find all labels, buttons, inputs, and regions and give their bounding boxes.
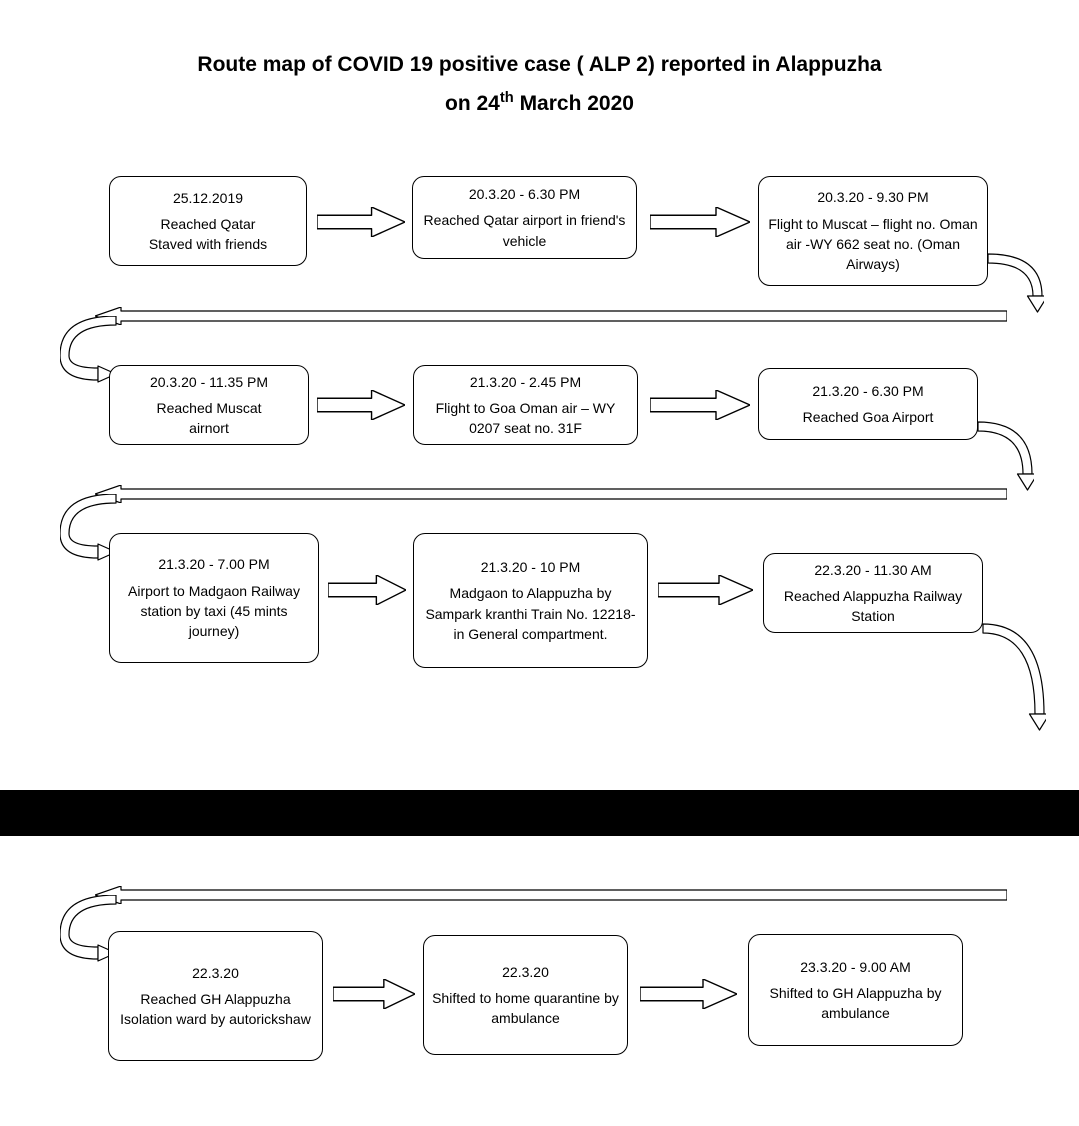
- flow-node: 22.3.20 Shifted to home quarantine by amb…: [423, 935, 628, 1055]
- node-time: 23.3.20 - 9.00 AM: [757, 957, 954, 977]
- flow-node: 21.3.20 - 6.30 PM Reached Goa Airport: [758, 368, 978, 440]
- flow-node: 22.3.20 - 11.30 AM Reached Alappuzha Rail…: [763, 553, 983, 633]
- node-body: Airport to Madgaon Railway station by ta…: [118, 581, 310, 642]
- node-time: 25.12.2019: [118, 188, 298, 208]
- arrow-right: [317, 390, 405, 425]
- node-time: 22.3.20: [117, 963, 314, 983]
- page-title-line1: Route map of COVID 19 positive case ( AL…: [0, 0, 1079, 82]
- curve-arrow-down: [981, 622, 1046, 737]
- node-time: 21.3.20 - 2.45 PM: [422, 372, 629, 392]
- node-body: Reached QatarStaved with friends: [118, 214, 298, 255]
- node-body: Reached Goa Airport: [767, 407, 969, 427]
- flow-node: 25.12.2019 Reached QatarStaved with frien…: [109, 176, 307, 266]
- long-arrow-left: [95, 307, 1007, 330]
- curve-arrow-down: [986, 252, 1044, 319]
- node-time: 20.3.20 - 6.30 PM: [421, 184, 628, 204]
- node-body: Flight to Muscat – flight no. Oman air -…: [767, 214, 979, 275]
- flow-node: 20.3.20 - 11.35 PM Reached Muscatairnort: [109, 365, 309, 445]
- bottom-page-section: 22.3.20 Reached GH Alappuzha Isolation wa…: [0, 836, 1079, 1126]
- arrow-right: [328, 575, 406, 610]
- flow-node: 23.3.20 - 9.00 AM Shifted to GH Alappuzha…: [748, 934, 963, 1046]
- node-body: Reached GH Alappuzha Isolation ward by a…: [117, 989, 314, 1030]
- arrow-right: [658, 575, 753, 610]
- node-body: Shifted to GH Alappuzha by ambulance: [757, 983, 954, 1024]
- node-body: Madgaon to Alappuzha by Sampark kranthi …: [422, 583, 639, 644]
- arrow-right: [640, 979, 737, 1014]
- node-body: Reached Alappuzha Railway Station: [772, 586, 974, 627]
- top-page-section: Route map of COVID 19 positive case ( AL…: [0, 0, 1079, 790]
- flow-node: 21.3.20 - 10 PM Madgaon to Alappuzha by S…: [413, 533, 648, 668]
- page-title-line2: on 24th March 2020: [0, 82, 1079, 116]
- arrow-right: [650, 390, 750, 425]
- node-time: 22.3.20: [432, 962, 619, 982]
- node-time: 21.3.20 - 6.30 PM: [767, 381, 969, 401]
- node-body: Reached Qatar airport in friend's vehicl…: [421, 210, 628, 251]
- node-time: 21.3.20 - 10 PM: [422, 557, 639, 577]
- arrow-right: [333, 979, 415, 1014]
- flow-node: 20.3.20 - 6.30 PM Reached Qatar airport i…: [412, 176, 637, 259]
- flow-node: 21.3.20 - 2.45 PM Flight to Goa Oman air …: [413, 365, 638, 445]
- node-body: Reached Muscatairnort: [118, 398, 300, 439]
- flow-node: 21.3.20 - 7.00 PM Airport to Madgaon Rail…: [109, 533, 319, 663]
- node-body: Shifted to home quarantine by ambulance: [432, 988, 619, 1029]
- node-time: 20.3.20 - 9.30 PM: [767, 187, 979, 207]
- arrow-right: [317, 207, 405, 242]
- arrow-right: [650, 207, 750, 242]
- node-body: Flight to Goa Oman air – WY 0207 seat no…: [422, 398, 629, 439]
- flow-node: 22.3.20 Reached GH Alappuzha Isolation wa…: [108, 931, 323, 1061]
- curve-arrow-down: [976, 420, 1034, 497]
- node-time: 22.3.20 - 11.30 AM: [772, 560, 974, 580]
- node-time: 21.3.20 - 7.00 PM: [118, 554, 310, 574]
- long-arrow-left: [95, 886, 1007, 909]
- node-time: 20.3.20 - 11.35 PM: [118, 372, 300, 392]
- long-arrow-left: [95, 485, 1007, 508]
- flow-node: 20.3.20 - 9.30 PM Flight to Muscat – flig…: [758, 176, 988, 286]
